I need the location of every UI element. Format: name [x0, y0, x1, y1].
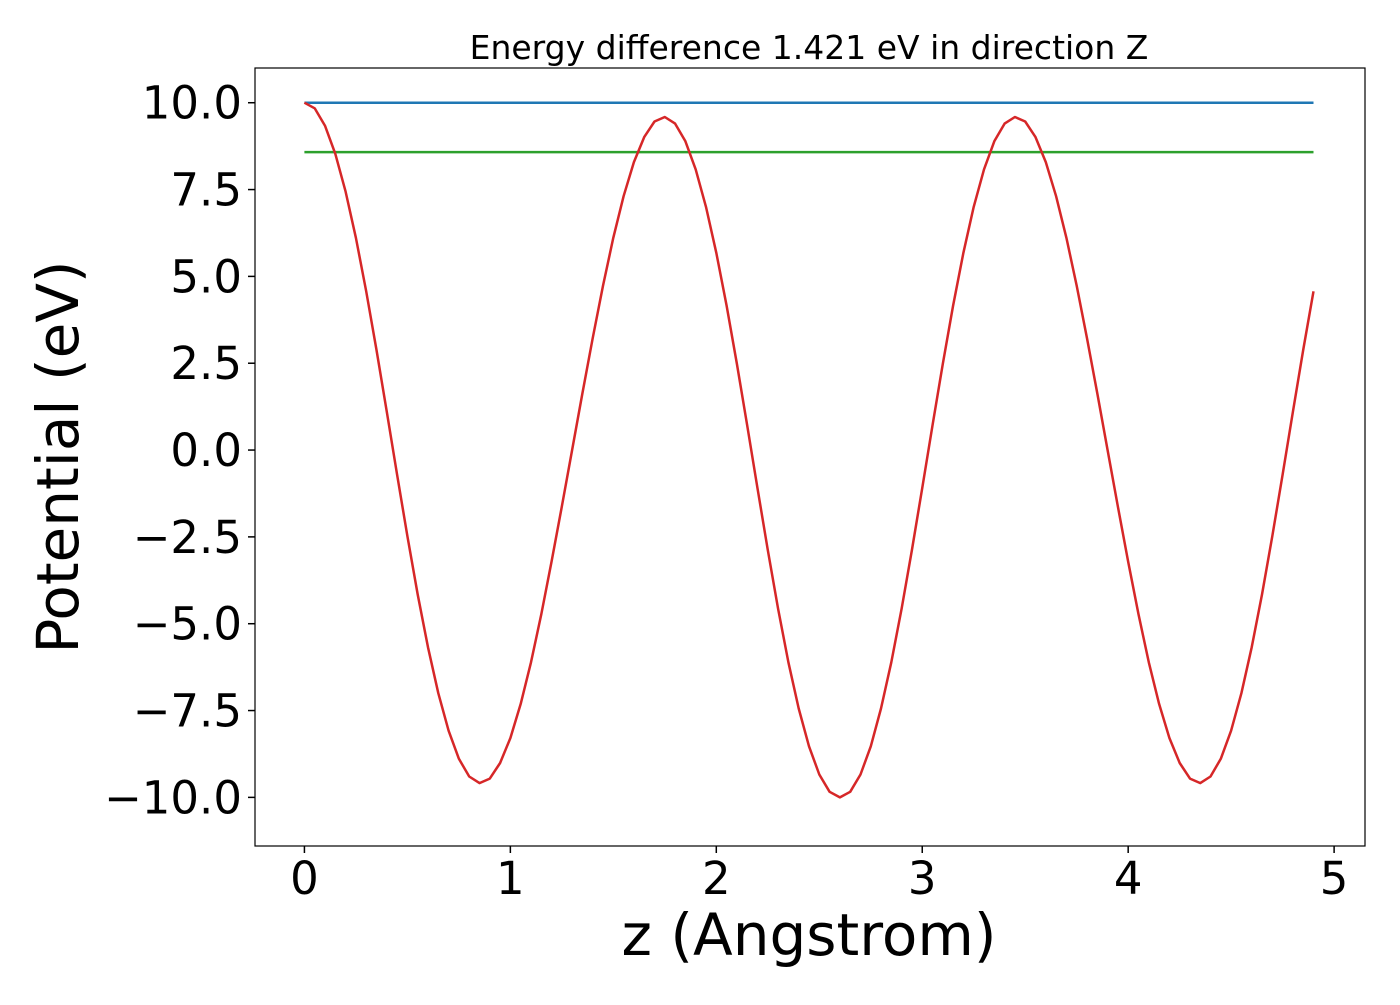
x-tick-label: 0	[290, 852, 319, 905]
y-tick-label: −10.0	[104, 771, 242, 824]
y-tick-label: −7.5	[133, 685, 242, 738]
y-tick-label: −2.5	[133, 511, 242, 564]
x-tick-label: 2	[702, 852, 731, 905]
series-layer	[303, 101, 1315, 799]
chart-title: Energy difference 1.421 eV in direction …	[470, 28, 1149, 67]
plot-frame	[254, 67, 1366, 847]
y-axis-label: Potential (eV)	[24, 260, 92, 653]
y-tick-label: 0.0	[170, 424, 242, 477]
x-tick-label: 4	[1114, 852, 1143, 905]
y-tick-label: 5.0	[170, 250, 242, 303]
series-line-3	[303, 101, 1315, 799]
y-tick-label: 7.5	[170, 164, 242, 217]
x-tick-label: 3	[908, 852, 937, 905]
y-tick-label: 2.5	[170, 337, 242, 390]
x-axis-label: z (Angstrom)	[622, 901, 997, 969]
x-tick-label: 5	[1320, 852, 1349, 905]
y-tick-label: 10.0	[142, 77, 242, 130]
y-axis: 10.0 7.5 5.0 2.5 0.0 −2.5 −5.0 −7.5 −10.0	[104, 77, 255, 824]
y-tick-label: −5.0	[133, 598, 242, 651]
x-axis: 0 1 2 3 4 5	[290, 846, 1348, 905]
x-tick-label: 1	[496, 852, 525, 905]
